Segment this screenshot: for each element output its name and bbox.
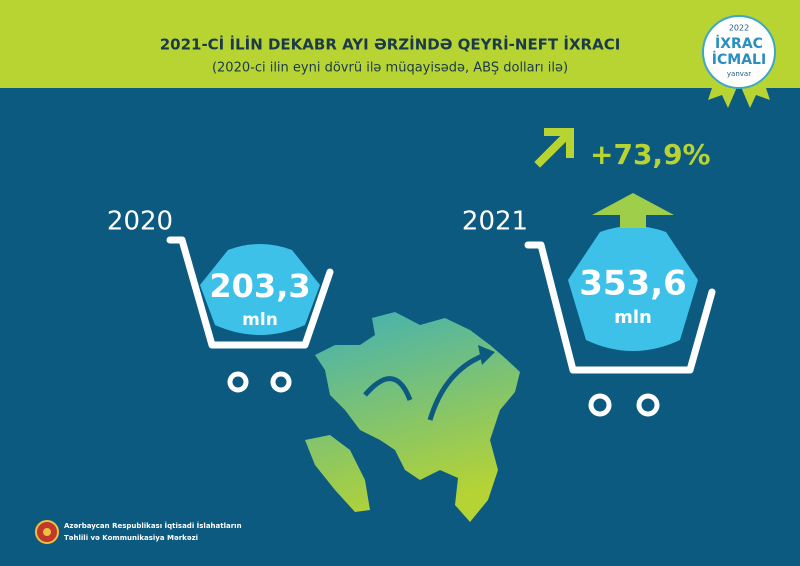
cart bbox=[524, 241, 716, 374]
value: 353,6 bbox=[579, 264, 687, 304]
map-arrow-head bbox=[478, 345, 495, 365]
wheel bbox=[588, 393, 612, 417]
wheel bbox=[270, 371, 292, 393]
up-arrow bbox=[592, 193, 674, 228]
badge: 2022 İXRAC İCMALI yanvar bbox=[702, 15, 776, 108]
title: 2021-Cİ İLİN DEKABR AYI ƏRZİNDƏ QEYRİ-NE… bbox=[160, 35, 621, 54]
map-arrow bbox=[427, 352, 486, 421]
unit: mln bbox=[614, 307, 652, 328]
badge-line2: İCMALI bbox=[712, 51, 766, 68]
growth-arrow bbox=[534, 128, 574, 168]
badge-year: 2022 bbox=[729, 24, 749, 33]
footer-logo bbox=[35, 520, 59, 544]
badge-line1: İXRAC bbox=[715, 35, 763, 52]
footer-line: Təhlili və Kommunikasiya Mərkəzi bbox=[64, 534, 198, 542]
header-band bbox=[0, 0, 800, 88]
map-arrow bbox=[363, 376, 413, 401]
change: +73,9% bbox=[590, 138, 711, 171]
wheel bbox=[227, 371, 249, 393]
unit: mln bbox=[242, 310, 278, 330]
badge-month: yanvar bbox=[727, 70, 751, 78]
subtitle: (2020-ci ilin eyni dövrü ilə müqayisədə,… bbox=[212, 61, 568, 76]
year-label: 2021 bbox=[462, 207, 528, 237]
value-blob bbox=[200, 244, 320, 335]
value-blob bbox=[568, 226, 698, 351]
year-label: 2020 bbox=[107, 207, 173, 237]
footer-line: Azərbaycan Respublikası İqtisadi İslahat… bbox=[64, 521, 242, 530]
cart bbox=[166, 236, 334, 349]
wheel bbox=[636, 393, 660, 417]
value: 203,3 bbox=[209, 267, 310, 305]
